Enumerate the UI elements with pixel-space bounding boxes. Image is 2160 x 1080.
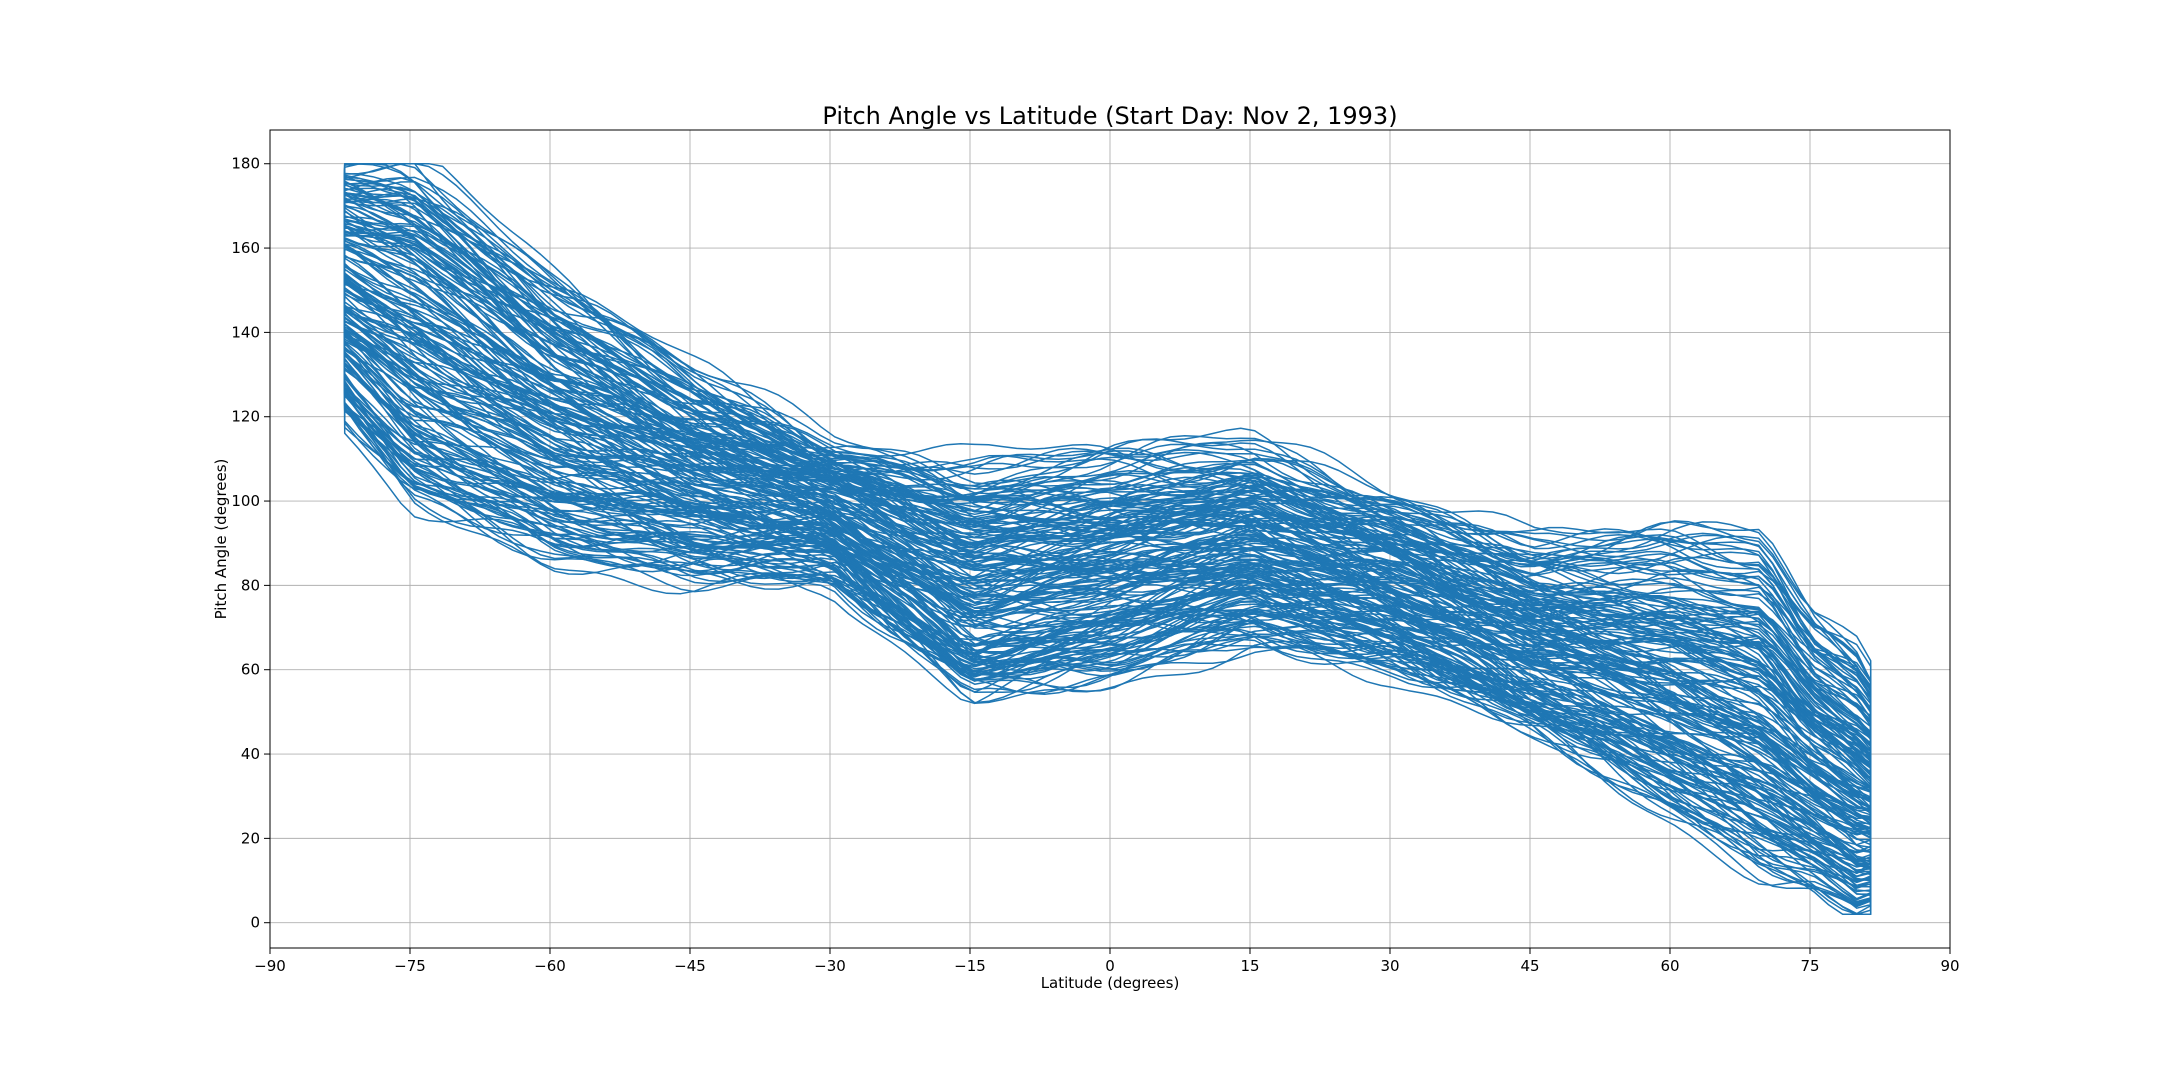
- trace-line: [343, 229, 1872, 890]
- x-axis-ticks: −90 −75 −60 −45 −30 −15 0 15 30 45 60 75 90: [254, 948, 1960, 975]
- trace-line: [343, 170, 1872, 879]
- y-tick-label: 0: [250, 914, 260, 932]
- trace-line: [343, 273, 1872, 877]
- y-tick-label: 20: [241, 829, 260, 847]
- trace-line: [343, 248, 1872, 895]
- trace-line: [343, 162, 1872, 890]
- y-tick-label: 100: [231, 492, 260, 510]
- x-tick-label: −15: [954, 957, 986, 975]
- trace-line: [343, 162, 1872, 877]
- trace-line: [343, 219, 1872, 873]
- trace-line: [343, 194, 1872, 876]
- trace-line: [343, 178, 1872, 895]
- trace-line: [343, 258, 1872, 878]
- trace-line: [343, 230, 1872, 870]
- trace-line: [343, 178, 1872, 901]
- trace-line: [343, 174, 1872, 882]
- x-axis-title: Latitude (degrees): [1041, 974, 1180, 992]
- x-tick-label: 45: [1520, 957, 1539, 975]
- trace-line: [343, 261, 1872, 906]
- trace-line: [343, 261, 1872, 899]
- y-tick-label: 80: [241, 576, 260, 594]
- trace-line: [343, 192, 1872, 884]
- y-tick-label: 140: [231, 323, 260, 341]
- trace-line: [343, 174, 1872, 875]
- x-tick-label: −90: [254, 957, 286, 975]
- chart-title: Pitch Angle vs Latitude (Start Day: Nov …: [822, 102, 1397, 130]
- trace-line: [343, 165, 1872, 896]
- y-tick-label: 40: [241, 745, 260, 763]
- y-axis-ticks: 0 20 40 60 80 100 120 140 160 180: [231, 155, 270, 932]
- y-tick-label: 120: [231, 408, 260, 426]
- trace-line: [343, 162, 1872, 878]
- trace-line: [343, 186, 1872, 884]
- trace-line: [343, 177, 1872, 883]
- trace-line: [343, 190, 1872, 888]
- x-tick-label: −30: [814, 957, 846, 975]
- trace-line: [343, 180, 1872, 875]
- x-tick-label: −60: [534, 957, 566, 975]
- x-tick-label: 15: [1240, 957, 1259, 975]
- data-traces: [343, 162, 1872, 916]
- trace-line: [343, 236, 1872, 871]
- x-tick-label: 0: [1105, 957, 1115, 975]
- trace-line: [343, 162, 1872, 890]
- trace-line: [343, 163, 1872, 900]
- trace-line: [343, 226, 1872, 872]
- trace-line: [343, 205, 1872, 906]
- trace-line: [343, 240, 1872, 904]
- trace-line: [343, 192, 1872, 884]
- trace-line: [343, 189, 1872, 902]
- trace-line: [343, 246, 1872, 892]
- trace-line: [343, 205, 1872, 881]
- trace-line: [343, 258, 1872, 888]
- x-tick-label: −45: [674, 957, 706, 975]
- trace-line: [343, 164, 1872, 870]
- trace-line: [343, 244, 1872, 896]
- x-tick-label: −75: [394, 957, 426, 975]
- trace-line: [343, 169, 1872, 884]
- x-tick-label: 75: [1800, 957, 1819, 975]
- trace-line: [343, 205, 1872, 906]
- x-tick-label: 60: [1660, 957, 1679, 975]
- trace-line: [343, 266, 1872, 887]
- trace-line: [343, 289, 1872, 895]
- y-tick-label: 160: [231, 239, 260, 257]
- y-tick-label: 180: [231, 155, 260, 173]
- trace-line: [343, 168, 1872, 886]
- y-axis-title: Pitch Angle (degrees): [212, 459, 230, 620]
- trace-line: [343, 260, 1872, 877]
- x-tick-label: 90: [1940, 957, 1959, 975]
- trace-line: [343, 176, 1872, 894]
- trace-line: [343, 175, 1872, 897]
- trace-line: [343, 218, 1872, 906]
- trace-line: [343, 172, 1872, 875]
- trace-line: [343, 251, 1872, 877]
- trace-line: [343, 192, 1872, 888]
- x-tick-label: 30: [1380, 957, 1399, 975]
- trace-line: [343, 166, 1872, 877]
- trace-line: [343, 182, 1872, 882]
- trace-line: [343, 201, 1872, 880]
- trace-line: [343, 225, 1872, 907]
- y-tick-label: 60: [241, 661, 260, 679]
- trace-line: [343, 227, 1872, 887]
- trace-line: [343, 191, 1872, 872]
- trace-line: [343, 273, 1872, 875]
